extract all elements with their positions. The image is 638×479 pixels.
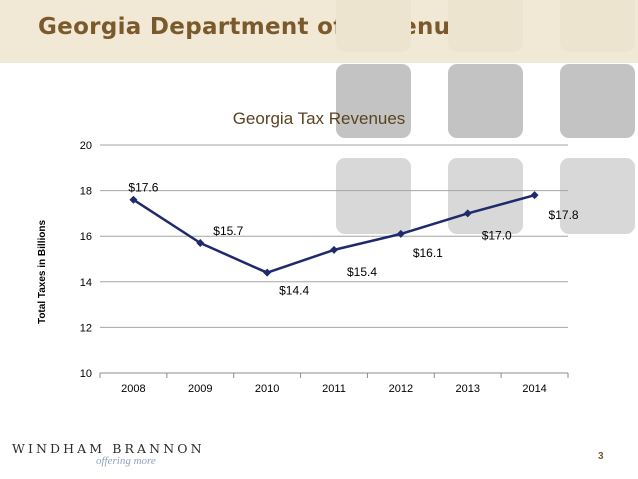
y-tick-label: 16	[80, 231, 92, 243]
x-tick-label: 2010	[255, 383, 279, 395]
logo-wordmark: WINDHAM BRANNON	[12, 441, 205, 456]
series-line	[132, 193, 535, 274]
data-point	[396, 229, 405, 238]
decor-square	[560, 0, 635, 52]
x-tick-label: 2014	[522, 383, 546, 395]
x-tick-label: 2012	[389, 383, 413, 395]
decor-square	[448, 158, 523, 234]
decor-square	[560, 64, 635, 138]
data-point	[263, 268, 272, 277]
data-point	[129, 195, 138, 204]
data-label: $17.8	[549, 208, 579, 222]
x-tick-label: 2011	[322, 383, 346, 395]
data-label: $14.4	[279, 284, 309, 298]
y-tick-label: 12	[80, 322, 92, 334]
decor-square	[336, 0, 411, 52]
decor-square	[560, 158, 635, 234]
plot-area: 10 12 14 16 18 20 2008 2009 2010 2011 2012 2013 2014…	[80, 140, 579, 395]
x-tick-label: 2013	[455, 383, 479, 395]
data-point	[196, 239, 205, 248]
page-number: 3	[598, 451, 604, 462]
decor-square	[336, 158, 411, 234]
data-label: $17.6	[128, 181, 158, 195]
decor-square	[448, 0, 523, 52]
logo-tagline: offering more	[96, 455, 156, 467]
y-tick-label: 20	[80, 140, 92, 152]
y-tick-label: 18	[80, 186, 92, 198]
y-axis-label: Total Taxes in Billions	[37, 220, 48, 325]
data-label: $15.4	[347, 265, 377, 279]
data-label: $16.1	[413, 246, 443, 260]
company-logo: WINDHAM BRANNON offering more	[12, 441, 212, 471]
decor-square	[336, 64, 411, 138]
x-tick-label: 2009	[188, 383, 212, 395]
data-label: $15.7	[213, 224, 243, 238]
y-tick-label: 14	[80, 277, 92, 289]
data-label: $17.0	[482, 228, 512, 242]
x-tick-label: 2008	[121, 383, 145, 395]
y-tick-label: 10	[80, 368, 92, 380]
decor-square	[448, 64, 523, 138]
chart-title: Georgia Tax Revenues	[233, 109, 406, 128]
data-point	[530, 191, 539, 200]
data-point	[463, 209, 472, 218]
data-point	[330, 245, 338, 254]
